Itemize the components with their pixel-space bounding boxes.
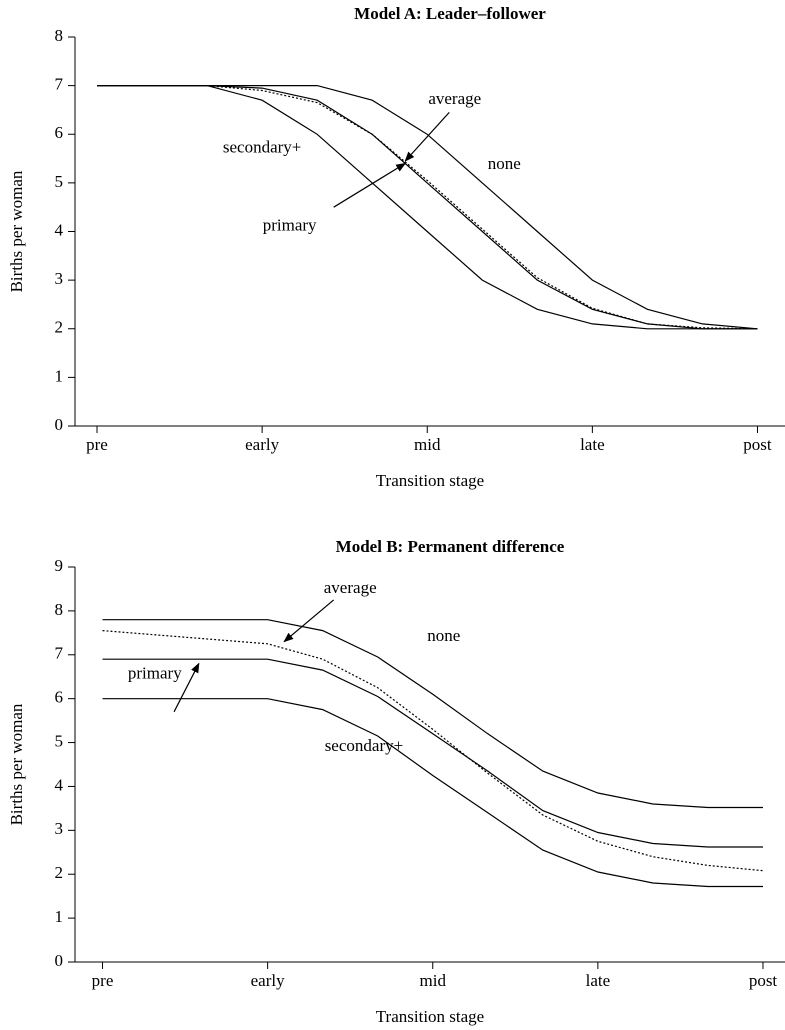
y-tick-label: 6: [55, 688, 64, 707]
annotation-arrow: [283, 599, 335, 643]
series-line: [97, 85, 758, 330]
annotation: secondary+: [223, 138, 302, 157]
series-line: [97, 85, 758, 330]
x-tick-label: mid: [420, 971, 447, 990]
x-axis-label: Transition stage: [376, 471, 484, 490]
x-tick-label: pre: [86, 435, 108, 454]
x-tick-label: mid: [414, 435, 441, 454]
series-line: [97, 85, 758, 330]
annotation: none: [488, 154, 521, 173]
x-tick-label: pre: [92, 971, 114, 990]
annotation: secondary+: [325, 736, 404, 755]
y-tick-label: 4: [55, 775, 64, 794]
x-axis-label: Transition stage: [376, 1007, 484, 1026]
chart-title: Model A: Leader–follower: [354, 4, 546, 23]
y-tick-label: 8: [55, 600, 64, 619]
y-tick-label: 1: [55, 907, 64, 926]
y-tick-label: 7: [55, 75, 64, 94]
annotation: none: [427, 626, 460, 645]
annotation: primary: [263, 216, 317, 235]
y-tick-label: 6: [55, 123, 64, 142]
series-line: [97, 85, 758, 330]
annotation: average: [324, 578, 377, 597]
x-tick-label: post: [749, 971, 778, 990]
x-tick-label: late: [586, 971, 611, 990]
y-tick-label: 9: [55, 556, 64, 575]
y-axis-label: Births per woman: [7, 170, 26, 292]
y-tick-label: 5: [55, 172, 64, 191]
annotation-arrow: [173, 662, 200, 713]
y-axis-label: Births per woman: [7, 703, 26, 825]
x-tick-label: late: [580, 435, 605, 454]
y-tick-label: 0: [55, 415, 64, 434]
annotation: average: [428, 89, 481, 108]
x-tick-label: early: [251, 971, 285, 990]
chart-title: Model B: Permanent difference: [336, 537, 565, 556]
y-tick-label: 4: [55, 220, 64, 239]
y-tick-label: 5: [55, 731, 64, 750]
annotation: primary: [128, 663, 182, 682]
annotation-arrow: [404, 111, 450, 162]
series-line: [102, 698, 763, 888]
annotation-arrow: [333, 162, 407, 208]
y-tick-label: 3: [55, 269, 64, 288]
y-tick-label: 8: [55, 26, 64, 45]
series-line: [102, 630, 764, 872]
y-tick-label: 0: [55, 951, 64, 970]
x-tick-label: early: [245, 435, 279, 454]
y-tick-label: 3: [55, 819, 64, 838]
series-line: [102, 658, 763, 848]
series-line: [102, 619, 763, 809]
x-tick-label: post: [743, 435, 772, 454]
y-tick-label: 1: [55, 366, 64, 385]
y-tick-label: 2: [55, 863, 64, 882]
y-tick-label: 7: [55, 644, 64, 663]
y-tick-label: 2: [55, 318, 64, 337]
